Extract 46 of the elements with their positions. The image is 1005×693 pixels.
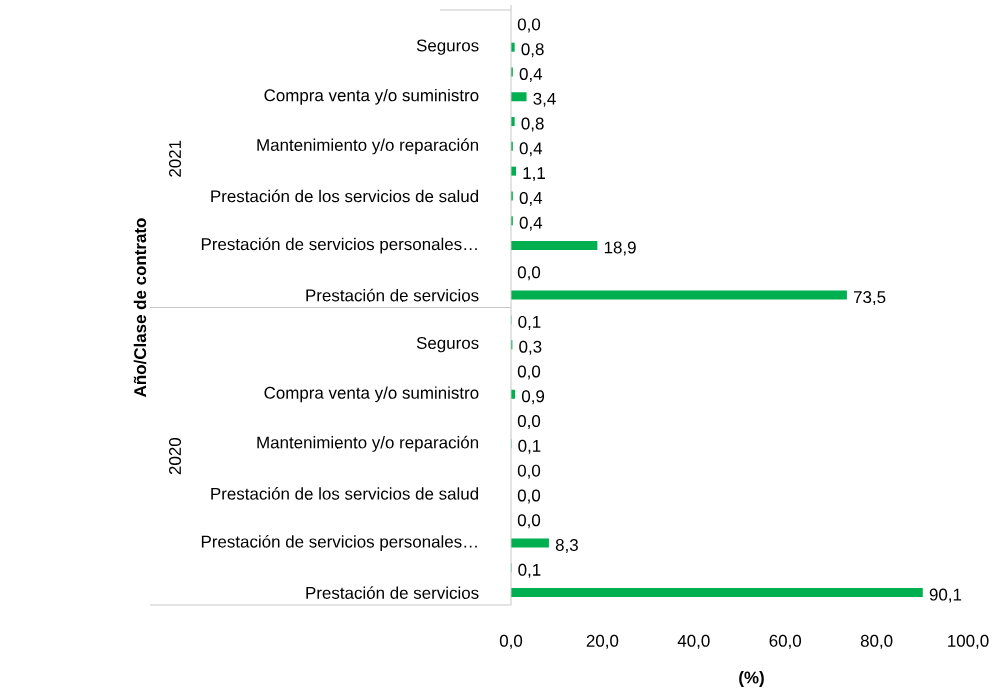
y-tick-label: Prestación de los servicios de salud <box>211 189 479 203</box>
y-tick-label: Mantenimiento y/o reparación <box>257 138 479 155</box>
data-label: 1,1 <box>523 167 545 182</box>
data-label: 8,3 <box>555 539 578 554</box>
x-axis-title: (%) <box>739 671 764 687</box>
y-tick-label: Prestación de servicios personales… <box>201 237 477 254</box>
text: 2021 <box>169 140 182 177</box>
y-tick-label: Prestación de los servicios de salud <box>211 487 479 500</box>
data-label: 0,0 <box>517 464 541 479</box>
data-label: 0,0 <box>517 489 541 504</box>
x-tick-label: 20,0 <box>586 634 619 649</box>
data-label: 0,8 <box>521 43 544 58</box>
data-label: 0,0 <box>517 514 541 529</box>
x-tick-label: 0,0 <box>499 634 523 649</box>
data-label: 18,9 <box>604 241 636 256</box>
data-label: 0,1 <box>518 563 541 578</box>
data-label: 0,0 <box>517 365 541 380</box>
data-label: 0,1 <box>518 439 541 454</box>
data-label: 0,4 <box>519 142 543 157</box>
data-label: 0,0 <box>517 266 541 281</box>
y-tick-label: Compra venta y/o suministro <box>264 88 479 105</box>
data-label: 0,3 <box>519 340 542 355</box>
y-tick-label: Prestación de servicios personales… <box>201 535 477 552</box>
data-label: 0,8 <box>521 117 544 132</box>
x-tick-label: 100,0 <box>948 634 989 649</box>
data-label: 0,0 <box>517 415 541 430</box>
y-axis-title: Año/Clase de contrato <box>133 218 147 397</box>
data-label: 0,0 <box>517 18 541 33</box>
y-tick-label: Prestación de servicios <box>306 288 479 302</box>
data-label: 0,9 <box>521 390 545 405</box>
y-tick-label: Prestación de servicios <box>306 586 479 599</box>
data-label: 0,4 <box>519 216 543 231</box>
data-label: 0,4 <box>519 191 543 206</box>
data-label: 3,4 <box>533 92 556 107</box>
x-tick-label: 60,0 <box>769 634 802 649</box>
data-label: 90,1 <box>929 588 962 603</box>
y-tick-label: Seguros <box>416 337 479 353</box>
y-tick-label: Mantenimiento y/o reparación <box>257 435 479 452</box>
data-label: 0,4 <box>519 67 543 82</box>
x-tick-label: 40,0 <box>677 634 710 649</box>
y-tick-label: Compra venta y/o suministro <box>264 386 479 403</box>
y-tick-label: Seguros <box>416 39 479 55</box>
data-label: 73,5 <box>853 291 886 306</box>
data-label: 0,1 <box>518 315 541 330</box>
text: 2020 <box>169 438 182 475</box>
x-tick-label: 80,0 <box>860 634 893 649</box>
